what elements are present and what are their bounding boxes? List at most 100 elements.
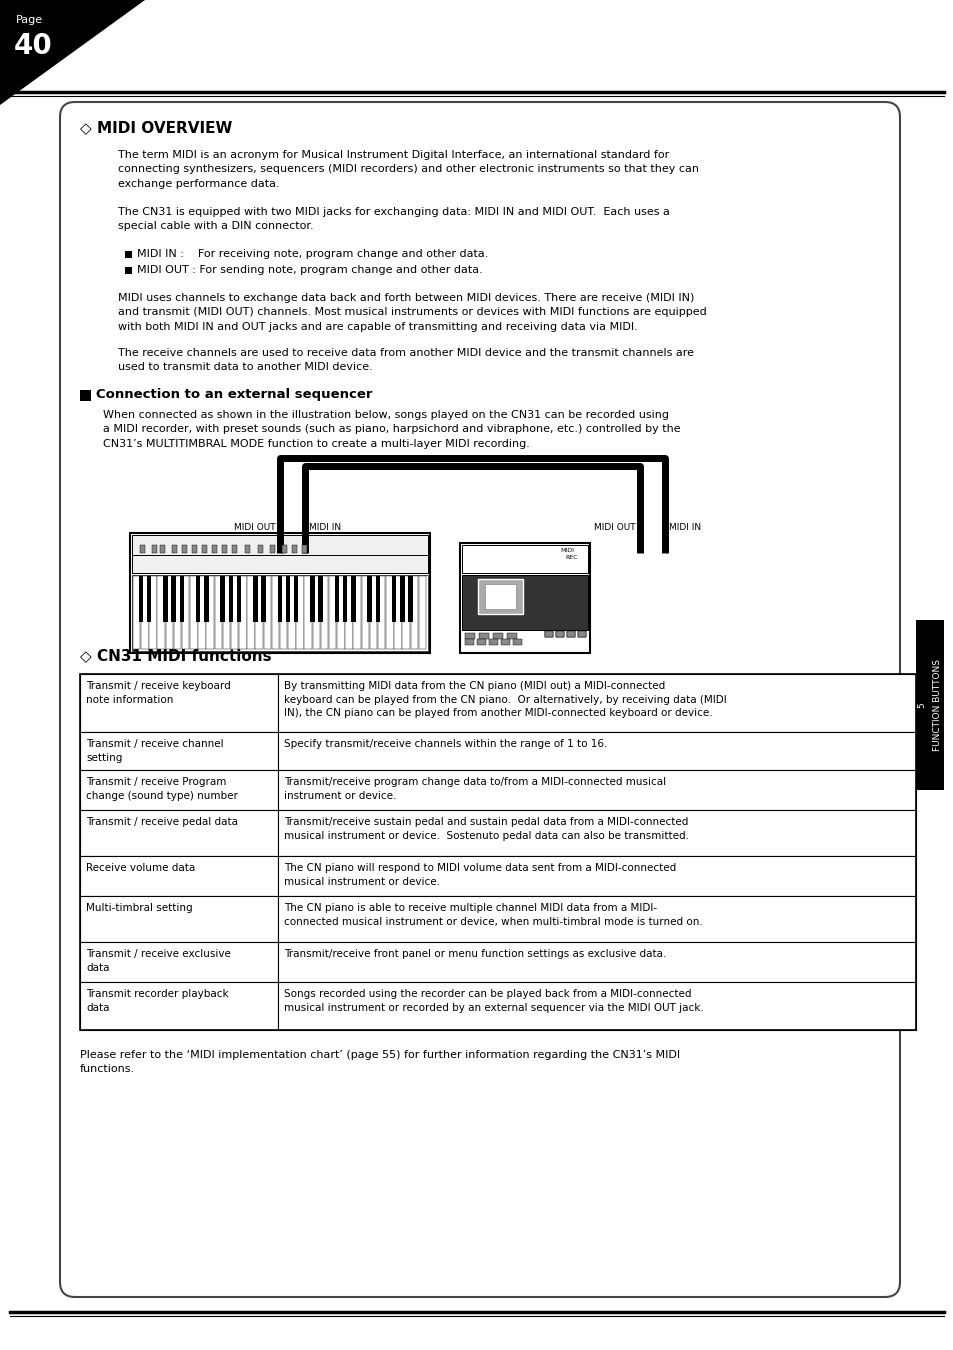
Bar [477, 579, 522, 614]
Bar [336, 576, 344, 649]
Text: 40: 40 [14, 32, 52, 59]
Bar [132, 575, 428, 651]
Bar [214, 576, 222, 649]
Bar [239, 576, 246, 649]
Bar [231, 576, 238, 649]
Bar [80, 810, 277, 856]
Text: Receive volume data: Receive volume data [86, 863, 195, 873]
Bar [484, 585, 516, 609]
Bar [464, 639, 474, 645]
Bar [255, 576, 263, 649]
Bar [277, 981, 915, 1030]
Bar [138, 576, 143, 622]
Bar [141, 576, 149, 649]
Bar [285, 576, 290, 622]
Bar [277, 810, 915, 856]
Bar [206, 576, 213, 649]
Bar [280, 576, 287, 649]
Bar [80, 856, 277, 896]
Bar [263, 576, 271, 649]
Bar [302, 545, 307, 554]
Bar [566, 630, 575, 637]
Bar [166, 576, 172, 649]
Bar [198, 576, 206, 649]
Bar [277, 896, 915, 942]
Bar [163, 576, 168, 622]
Text: Transmit / receive exclusive
data: Transmit / receive exclusive data [86, 949, 231, 972]
Bar [544, 630, 553, 637]
Bar [229, 576, 233, 622]
Bar [270, 545, 274, 554]
Bar [329, 576, 336, 649]
Bar [195, 576, 200, 622]
Bar [277, 942, 915, 981]
Bar [236, 576, 241, 622]
Bar [377, 576, 385, 649]
Text: When connected as shown in the illustration below, songs played on the CN31 can : When connected as shown in the illustrat… [103, 410, 679, 448]
Bar [556, 630, 563, 637]
Bar [212, 545, 216, 554]
Bar [461, 545, 587, 572]
Bar [506, 633, 517, 639]
Bar [489, 639, 497, 645]
Bar [204, 576, 209, 622]
Bar [296, 576, 303, 649]
Bar [80, 769, 277, 810]
Bar [152, 545, 157, 554]
Bar [182, 545, 187, 554]
Text: MIDI OUT : For sending note, program change and other data.: MIDI OUT : For sending note, program cha… [137, 265, 482, 275]
Bar [130, 533, 430, 653]
Bar [245, 545, 250, 554]
Bar [578, 630, 585, 637]
Bar [179, 576, 184, 622]
Bar [399, 576, 404, 622]
Bar [80, 981, 277, 1030]
Text: By transmitting MIDI data from the CN piano (MIDI out) a MIDI-connected
keyboard: By transmitting MIDI data from the CN pi… [284, 680, 726, 718]
Bar [335, 576, 339, 622]
Bar [318, 576, 322, 622]
Text: The receive channels are used to receive data from another MIDI device and the t: The receive channels are used to receive… [118, 348, 693, 373]
Bar [320, 576, 328, 649]
Text: Transmit/receive sustain pedal and sustain pedal data from a MIDI-connected
musi: Transmit/receive sustain pedal and susta… [284, 817, 688, 841]
Bar [80, 674, 277, 732]
Bar [288, 576, 295, 649]
Bar [277, 674, 915, 732]
Bar [410, 576, 417, 649]
Text: The CN31 is equipped with two MIDI jacks for exchanging data: MIDI IN and MIDI O: The CN31 is equipped with two MIDI jacks… [118, 207, 669, 231]
Bar [80, 390, 91, 401]
Text: ◇ MIDI OVERVIEW: ◇ MIDI OVERVIEW [80, 120, 233, 135]
Bar [292, 545, 296, 554]
Text: The CN piano is able to receive multiple channel MIDI data from a MIDI-
connecte: The CN piano is able to receive multiple… [284, 903, 702, 926]
Text: Transmit recorder playback
data: Transmit recorder playback data [86, 990, 229, 1012]
Text: Transmit / receive keyboard
note information: Transmit / receive keyboard note informa… [86, 680, 231, 705]
Bar [313, 576, 319, 649]
Text: MIDI IN: MIDI IN [668, 522, 700, 532]
Text: The term MIDI is an acronym for Musical Instrument Digital Interface, an interna: The term MIDI is an acronym for Musical … [118, 150, 699, 189]
Bar [220, 576, 225, 622]
Text: REC: REC [564, 555, 577, 560]
Text: Specify transmit/receive channels within the range of 1 to 16.: Specify transmit/receive channels within… [284, 738, 607, 749]
Bar [915, 620, 943, 790]
Bar [160, 545, 165, 554]
Text: MIDI IN :    For receiving note, program change and other data.: MIDI IN : For receiving note, program ch… [137, 248, 488, 259]
Bar [392, 576, 395, 622]
Bar [80, 732, 277, 769]
Bar [342, 576, 347, 622]
Bar [566, 630, 575, 637]
Bar [402, 576, 410, 649]
Bar [556, 630, 563, 637]
Bar [513, 639, 521, 645]
Bar [80, 942, 277, 981]
Bar [192, 545, 196, 554]
Bar [375, 576, 379, 622]
Bar [418, 576, 426, 649]
Text: Please refer to the ‘MIDI implementation chart’ (page 55) for further informatio: Please refer to the ‘MIDI implementation… [80, 1050, 679, 1075]
Bar [544, 630, 553, 637]
Bar [493, 633, 502, 639]
Bar [125, 251, 132, 258]
Bar [261, 576, 266, 622]
Bar [132, 535, 428, 572]
Bar [277, 732, 915, 769]
Bar [394, 576, 401, 649]
Bar [173, 576, 181, 649]
